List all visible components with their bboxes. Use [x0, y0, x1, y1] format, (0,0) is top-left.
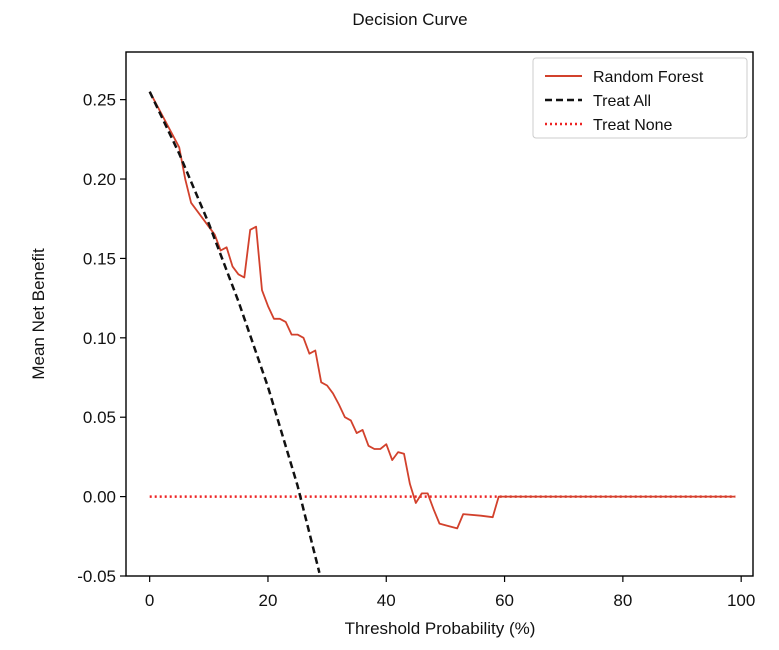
y-tick-label: 0.05 [83, 408, 116, 427]
legend-label-random-forest: Random Forest [593, 69, 704, 86]
y-axis-label: Mean Net Benefit [29, 248, 48, 380]
chart-title: Decision Curve [352, 10, 467, 29]
y-tick-label: 0.25 [83, 91, 116, 110]
legend: Random Forest Treat All Treat None [532, 57, 748, 139]
x-axis-label: Threshold Probability (%) [345, 619, 536, 638]
y-axis: -0.05 0.00 0.05 0.10 0.15 0.20 0.25 [77, 91, 126, 586]
series-layer [148, 91, 736, 574]
x-tick-label: 80 [613, 591, 632, 610]
x-tick-label: 20 [259, 591, 278, 610]
y-tick-label: 0.00 [83, 488, 116, 507]
legend-label-treat-all: Treat All [593, 93, 651, 110]
y-tick-label: 0.20 [83, 170, 116, 189]
y-tick-label: -0.05 [77, 567, 116, 586]
y-tick-label: 0.10 [83, 329, 116, 348]
series-line-random-forest [148, 91, 736, 530]
x-axis: 0 20 40 60 80 100 [145, 576, 755, 610]
legend-box [532, 57, 748, 139]
y-tick-label: 0.15 [83, 249, 116, 268]
x-tick-label: 100 [727, 591, 755, 610]
legend-label-treat-none: Treat None [593, 117, 673, 134]
x-tick-label: 40 [377, 591, 396, 610]
x-tick-label: 0 [145, 591, 154, 610]
plot-frame [125, 51, 754, 577]
x-tick-label: 60 [495, 591, 514, 610]
series-line-treat-all [148, 91, 321, 574]
